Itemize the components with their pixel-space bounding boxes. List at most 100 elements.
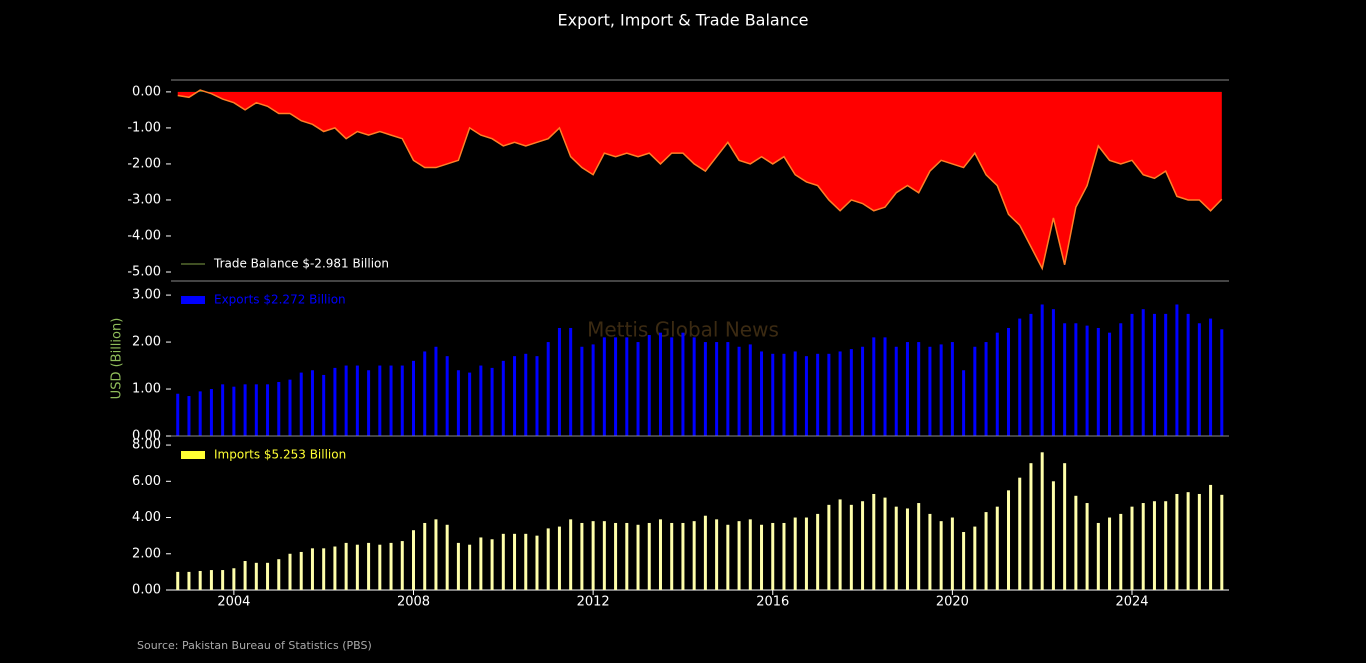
bar <box>816 353 820 436</box>
bar <box>905 342 909 436</box>
bar <box>782 522 786 590</box>
bar <box>737 346 741 436</box>
bar <box>681 332 685 436</box>
chart-title: Export, Import & Trade Balance <box>558 11 809 30</box>
bar <box>389 542 393 590</box>
bar <box>883 497 887 590</box>
bar <box>378 365 382 436</box>
bar <box>1197 493 1201 590</box>
bar <box>602 521 606 590</box>
bar <box>277 559 281 590</box>
bar <box>434 346 438 436</box>
bar <box>221 384 225 436</box>
bar <box>198 391 202 436</box>
bar <box>804 517 808 590</box>
bar <box>771 522 775 590</box>
legend-label: Trade Balance $-2.981 Billion <box>213 257 389 271</box>
bar <box>423 351 427 436</box>
bar <box>1141 309 1145 436</box>
bar <box>647 335 651 436</box>
bar <box>591 521 595 590</box>
x-tick-label: 2024 <box>1115 595 1148 610</box>
bar <box>400 541 404 590</box>
bar <box>995 506 999 590</box>
x-tick-label: 2016 <box>756 595 789 610</box>
y-tick-label: -3.00 <box>127 192 161 207</box>
bar <box>1074 323 1078 436</box>
bar <box>1029 463 1033 590</box>
bar <box>355 365 359 436</box>
bar <box>1164 501 1168 590</box>
bar <box>569 519 573 590</box>
bar <box>1040 304 1044 436</box>
bar <box>411 360 415 436</box>
bar <box>872 337 876 436</box>
bar <box>715 519 719 590</box>
bar <box>232 568 236 590</box>
bar <box>187 571 191 590</box>
y-tick-label: 2.00 <box>132 335 161 350</box>
bar <box>636 342 640 436</box>
bar <box>939 344 943 436</box>
bar <box>1197 323 1201 436</box>
bar <box>524 533 528 590</box>
bar <box>501 533 505 590</box>
bar <box>546 528 550 590</box>
bar <box>299 551 303 590</box>
bar <box>973 526 977 590</box>
bar <box>1175 493 1179 590</box>
bar <box>355 544 359 590</box>
bar <box>580 346 584 436</box>
bar <box>557 526 561 590</box>
bar <box>1018 477 1022 590</box>
bar <box>468 372 472 436</box>
bar <box>1074 495 1078 590</box>
bar <box>1108 332 1112 436</box>
y-tick-label: 4.00 <box>132 510 161 525</box>
bar <box>209 389 213 436</box>
bar <box>849 349 853 436</box>
bar <box>490 367 494 436</box>
bar <box>266 562 270 590</box>
bar <box>1209 484 1213 590</box>
legend-swatch <box>181 296 205 304</box>
x-tick-label: 2012 <box>577 595 610 610</box>
bar <box>209 570 213 590</box>
bar <box>445 524 449 590</box>
bar <box>625 522 629 590</box>
bar <box>288 553 292 590</box>
bar <box>816 513 820 590</box>
bar <box>524 353 528 436</box>
bar <box>333 546 337 590</box>
bar <box>793 517 797 590</box>
bar <box>198 570 202 590</box>
bar <box>905 508 909 590</box>
bar <box>1063 323 1067 436</box>
bar <box>535 356 539 436</box>
y-tick-label: 1.00 <box>132 382 161 397</box>
bar <box>827 353 831 436</box>
bar <box>670 522 674 590</box>
bar <box>872 493 876 590</box>
bar <box>1063 463 1067 590</box>
bar <box>894 346 898 436</box>
bar <box>838 351 842 436</box>
legend-label: Exports $2.272 Billion <box>214 293 346 307</box>
x-tick-label: 2020 <box>936 595 969 610</box>
bar <box>479 365 483 436</box>
bar <box>1096 522 1100 590</box>
bar <box>950 342 954 436</box>
y-tick-label: 2.00 <box>132 546 161 561</box>
bar <box>1152 313 1156 436</box>
bar <box>962 532 966 590</box>
y-axis-label: USD (Billion) <box>110 318 125 400</box>
bar <box>232 386 236 436</box>
bar <box>973 346 977 436</box>
x-tick-label: 2004 <box>217 595 250 610</box>
bar <box>322 374 326 436</box>
bar <box>501 360 505 436</box>
bar <box>490 539 494 590</box>
bar <box>310 370 314 436</box>
bar <box>984 512 988 590</box>
